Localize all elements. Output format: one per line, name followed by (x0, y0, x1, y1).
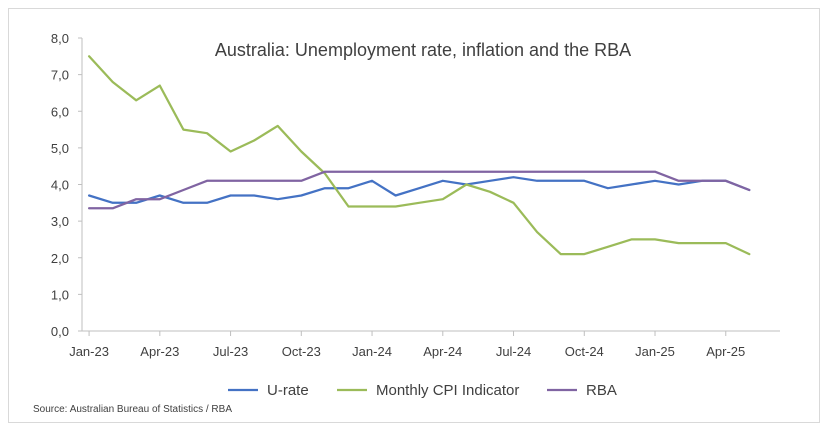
x-tick-label: Jan-25 (635, 344, 675, 359)
y-tick-label: 3,0 (51, 214, 69, 229)
y-tick-label: 7,0 (51, 68, 69, 83)
axes: 0,0 1,0 2,0 3,0 4,0 5,0 6,0 7,0 8,0 Jan-23 Apr-23 J… (51, 31, 780, 359)
y-tick-label: 6,0 (51, 104, 69, 119)
source-note: Source: Australian Bureau of Statistics … (33, 404, 232, 415)
y-tick-label: 8,0 (51, 31, 69, 46)
legend-label: RBA (586, 382, 617, 399)
series-line-u-rate (87, 176, 751, 204)
legend: U-rate Monthly CPI Indicator RBA (228, 382, 617, 399)
x-tick-label: Apr-24 (423, 344, 462, 359)
x-tick-label: Apr-23 (140, 344, 179, 359)
x-tick-label: Oct-23 (282, 344, 321, 359)
x-tick-label: Oct-24 (565, 344, 604, 359)
x-tick-label: Apr-25 (706, 344, 745, 359)
y-tick-label: 2,0 (51, 251, 69, 266)
y-tick-label: 5,0 (51, 141, 69, 156)
legend-label: Monthly CPI Indicator (376, 382, 519, 399)
chart-frame (8, 8, 820, 423)
x-tick-label: Jan-23 (69, 344, 109, 359)
x-tick-label: Jul-24 (496, 344, 531, 359)
series-line-monthly-cpi-indicator (87, 55, 751, 256)
y-tick-label: 1,0 (51, 287, 69, 302)
chart-title: Australia: Unemployment rate, inflation … (215, 40, 631, 60)
y-tick-label: 4,0 (51, 178, 69, 193)
x-tick-label: Jul-23 (213, 344, 248, 359)
x-tick-label: Jan-24 (352, 344, 392, 359)
legend-label: U-rate (267, 382, 309, 399)
y-tick-label: 0,0 (51, 324, 69, 339)
series-line-rba (87, 170, 751, 210)
series-layer (87, 55, 751, 256)
